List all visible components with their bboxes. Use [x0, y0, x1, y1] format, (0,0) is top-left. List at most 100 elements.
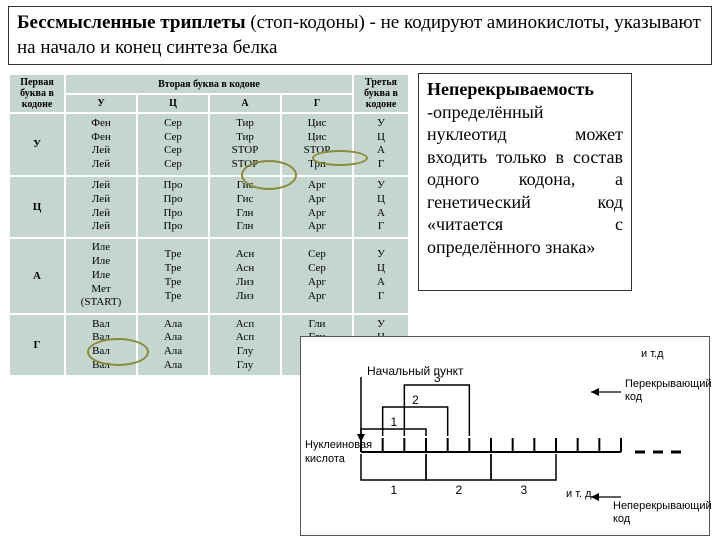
overlap-diagram-svg: Начальный пункт123Перекрывающийсякоди т.… — [301, 337, 711, 537]
cell-1-0: ЛейЛейЛейЛей — [65, 176, 137, 238]
cell-line: Глу — [214, 345, 276, 359]
cell-line: Лиз — [214, 290, 276, 304]
third-letter: Г — [358, 158, 404, 172]
overlap-diagram: Начальный пункт123Перекрывающийсякоди т.… — [300, 336, 710, 536]
cell-line: Глн — [214, 207, 276, 221]
cell-2-2: АснАснЛизЛиз — [209, 238, 281, 314]
third-letter: У — [358, 179, 404, 193]
third-letter: У — [358, 248, 404, 262]
cell-0-3: ЦисЦисSTOPТрп — [281, 113, 353, 175]
cell-line: Тре — [142, 248, 204, 262]
cell-line: Гли — [286, 318, 348, 332]
third-letter: А — [358, 144, 404, 158]
svg-text:Неперекрывающийся: Неперекрывающийся — [613, 500, 711, 512]
cell-line: Арг — [286, 290, 348, 304]
cell-line: Арг — [286, 193, 348, 207]
cell-line: Асп — [214, 331, 276, 345]
third-letter: У — [358, 117, 404, 131]
codon-table: Первая буква в кодонеВторая буква в кодо… — [8, 73, 410, 377]
th-col-0: У — [65, 94, 137, 114]
cell-line: Асп — [214, 318, 276, 332]
cell-line: Сер — [142, 158, 204, 172]
cell-line: Вал — [70, 359, 132, 373]
cell-line: Сер — [142, 131, 204, 145]
svg-text:код: код — [613, 513, 631, 525]
third-letter: А — [358, 207, 404, 221]
cell-line: Иле — [70, 241, 132, 255]
header-bold: Бессмысленные триплеты — [17, 12, 246, 33]
third-letter: Г — [358, 290, 404, 304]
cell-line: STOP — [286, 144, 348, 158]
svg-text:2: 2 — [456, 483, 463, 497]
cell-line: Асн — [214, 248, 276, 262]
svg-text:3: 3 — [521, 483, 528, 497]
cell-2-0: ИлеИлеИлеМет (START) — [65, 238, 137, 314]
cell-line: Ала — [142, 331, 204, 345]
row-label-2: А — [9, 238, 65, 314]
svg-text:Начальный пункт: Начальный пункт — [367, 364, 464, 378]
cell-line: Гис — [214, 193, 276, 207]
cell-line: Лиз — [214, 276, 276, 290]
cell-line: Лей — [70, 144, 132, 158]
cell-line: Арг — [286, 207, 348, 221]
third-col-1: УЦАГ — [353, 176, 409, 238]
cell-line: Лей — [70, 207, 132, 221]
svg-text:и т.д: и т.д — [641, 348, 664, 360]
cell-2-1: ТреТреТреТре — [137, 238, 209, 314]
th-col-2: А — [209, 94, 281, 114]
cell-line: Вал — [70, 345, 132, 359]
cell-line: Тир — [214, 117, 276, 131]
cell-line: Лей — [70, 158, 132, 172]
cell-3-1: АлаАлаАлаАла — [137, 314, 209, 376]
third-letter: Ц — [358, 131, 404, 145]
cell-line: Трп — [286, 158, 348, 172]
svg-text:и т. д.: и т. д. — [566, 488, 595, 500]
cell-line: Про — [142, 179, 204, 193]
right-text-box: Неперекрываемость -определённый нуклеоти… — [418, 73, 632, 291]
cell-1-3: АргАргАргАрг — [281, 176, 353, 238]
third-col-2: УЦАГ — [353, 238, 409, 314]
cell-1-1: ПроПроПроПро — [137, 176, 209, 238]
cell-line: Фен — [70, 117, 132, 131]
cell-line: STOP — [214, 158, 276, 172]
svg-text:1: 1 — [391, 415, 398, 429]
third-letter: Ц — [358, 262, 404, 276]
third-letter: А — [358, 276, 404, 290]
third-letter: Ц — [358, 193, 404, 207]
svg-text:кислота: кислота — [305, 453, 346, 465]
cell-line: Цис — [286, 117, 348, 131]
cell-3-0: ВалВалВалВал — [65, 314, 137, 376]
cell-line: Вал — [70, 318, 132, 332]
cell-line: Тре — [142, 276, 204, 290]
th-first-letter: Первая буква в кодоне — [9, 74, 65, 113]
cell-line: Глн — [214, 220, 276, 234]
third-letter: Г — [358, 220, 404, 234]
cell-line: Асн — [214, 262, 276, 276]
cell-line: Сер — [142, 117, 204, 131]
svg-text:2: 2 — [412, 393, 419, 407]
cell-line: Про — [142, 193, 204, 207]
third-letter: У — [358, 318, 404, 332]
svg-text:1: 1 — [391, 483, 398, 497]
th-col-3: Г — [281, 94, 353, 114]
svg-text:код: код — [625, 391, 643, 403]
cell-line: Фен — [70, 131, 132, 145]
cell-line: Иле — [70, 269, 132, 283]
th-third-letter: Третья буква в кодоне — [353, 74, 409, 113]
cell-line: Ала — [142, 318, 204, 332]
cell-line: Цис — [286, 131, 348, 145]
cell-line: Сер — [286, 262, 348, 276]
cell-line: Иле — [70, 255, 132, 269]
cell-line: Про — [142, 207, 204, 221]
svg-text:3: 3 — [434, 371, 441, 385]
cell-line: Глу — [214, 359, 276, 373]
cell-line: Тир — [214, 131, 276, 145]
cell-line: Сер — [142, 144, 204, 158]
cell-line: STOP — [214, 144, 276, 158]
svg-text:Нуклеиновая: Нуклеиновая — [305, 439, 372, 451]
third-col-0: УЦАГ — [353, 113, 409, 175]
row-label-3: Г — [9, 314, 65, 376]
svg-text:Перекрывающийся: Перекрывающийся — [625, 378, 711, 390]
header-box: Бессмысленные триплеты (стоп-кодоны) - н… — [8, 6, 712, 65]
cell-line: Про — [142, 220, 204, 234]
